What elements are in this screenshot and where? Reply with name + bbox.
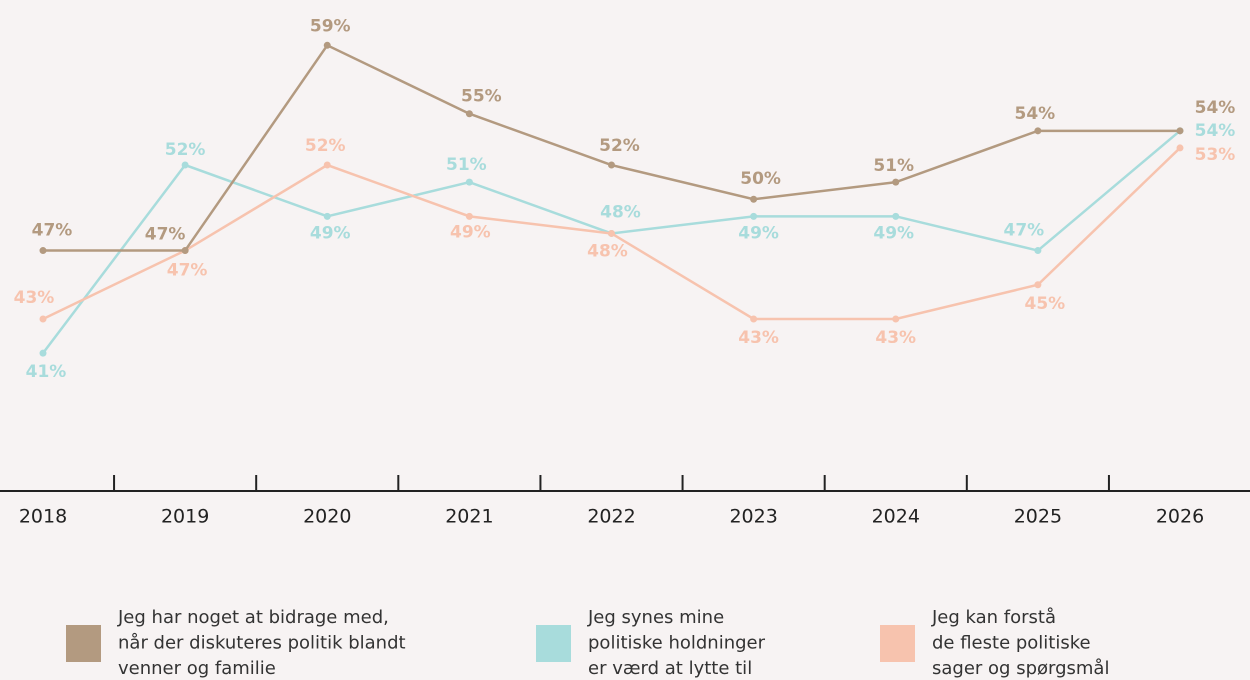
x-tick-label: 2022 — [587, 506, 635, 528]
data-label: 47% — [1004, 221, 1045, 241]
data-label: 49% — [450, 222, 491, 242]
x-tick-label: 2021 — [445, 506, 493, 528]
data-point — [1176, 144, 1184, 152]
data-label: 54% — [1195, 121, 1236, 141]
data-label: 55% — [461, 87, 502, 107]
data-point — [465, 178, 473, 186]
data-point — [750, 195, 758, 203]
data-label: 49% — [873, 223, 914, 243]
data-point — [181, 247, 189, 255]
data-point — [39, 349, 47, 357]
x-tick-label: 2024 — [872, 506, 920, 528]
data-label: 51% — [446, 155, 487, 175]
legend-label: Jeg har noget at bidrage med, når der dis… — [117, 607, 406, 679]
x-tick-label: 2026 — [1156, 506, 1204, 528]
data-label: 54% — [1015, 104, 1056, 124]
legend-label: Jeg kan forstå de fleste politiske sager o… — [931, 607, 1109, 679]
x-tick-label: 2025 — [1014, 506, 1062, 528]
data-point — [465, 212, 473, 220]
data-label: 52% — [599, 136, 640, 156]
data-label: 54% — [1195, 98, 1236, 118]
data-point — [608, 161, 615, 169]
data-label: 41% — [26, 362, 67, 382]
data-point — [608, 229, 615, 237]
data-point — [1034, 127, 1042, 135]
data-label: 43% — [738, 328, 779, 348]
data-label: 47% — [167, 261, 208, 281]
data-point — [892, 178, 900, 186]
data-point — [39, 315, 47, 323]
legend-label: Jeg synes mine politiske holdninger er vær… — [587, 607, 766, 679]
data-label: 50% — [740, 169, 781, 189]
data-point — [750, 212, 758, 220]
data-point — [892, 315, 900, 323]
legend-swatch — [66, 625, 101, 662]
data-label: 48% — [600, 202, 641, 222]
x-tick-label: 2019 — [161, 506, 209, 528]
data-label: 47% — [32, 221, 73, 241]
data-point — [892, 212, 900, 220]
data-point — [39, 247, 47, 255]
data-label: 43% — [14, 288, 55, 308]
data-point — [750, 315, 758, 323]
data-label: 48% — [587, 241, 628, 261]
x-tick-label: 2023 — [729, 506, 777, 528]
data-label: 49% — [738, 223, 779, 243]
data-point — [1034, 247, 1042, 255]
data-label: 59% — [310, 16, 351, 36]
data-label: 52% — [165, 140, 206, 160]
legend-swatch — [880, 625, 915, 662]
data-point — [1176, 127, 1184, 135]
data-label: 52% — [305, 136, 346, 156]
data-point — [323, 212, 331, 220]
data-label: 47% — [145, 225, 186, 245]
data-point — [181, 161, 189, 169]
data-point — [1034, 281, 1042, 289]
data-point — [323, 161, 331, 169]
x-tick-label: 2020 — [303, 506, 351, 528]
legend-swatch — [536, 625, 571, 662]
data-label: 49% — [310, 223, 351, 243]
data-label: 43% — [875, 328, 916, 348]
data-label: 45% — [1025, 294, 1066, 314]
data-label: 51% — [873, 156, 914, 176]
data-label: 53% — [1195, 145, 1236, 165]
data-point — [465, 110, 473, 118]
x-tick-label: 2018 — [19, 506, 67, 528]
data-point — [323, 41, 331, 49]
